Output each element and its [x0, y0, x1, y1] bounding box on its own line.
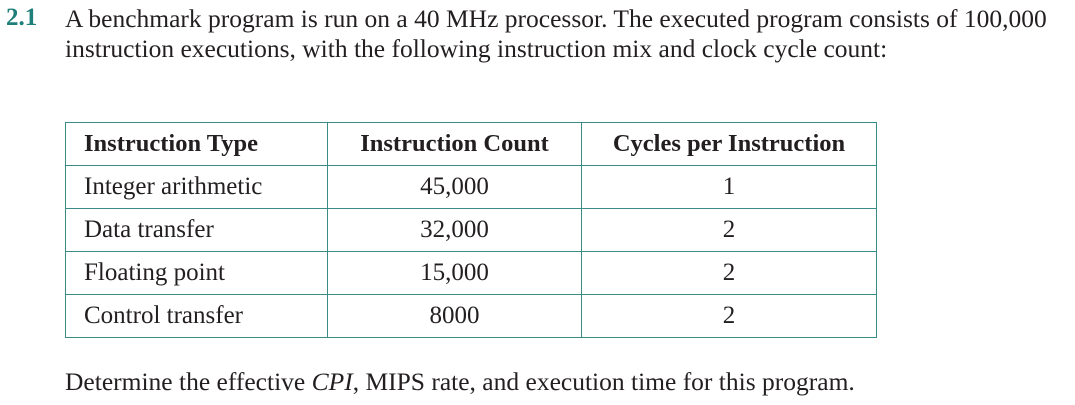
- cell-cycles: 2: [581, 208, 877, 252]
- instruction-mix-table: Instruction Type Instruction Count Cycle…: [65, 122, 877, 338]
- question-cpi-term: CPI: [311, 367, 353, 396]
- cell-instruction-type: Integer arithmetic: [65, 165, 328, 209]
- cell-cycles: 2: [581, 251, 877, 295]
- cell-instruction-type: Floating point: [65, 251, 328, 295]
- cell-instruction-count: 32,000: [327, 208, 582, 252]
- cell-cycles: 2: [581, 294, 877, 338]
- question-text: Determine the effective CPI, MIPS rate, …: [65, 367, 855, 397]
- cell-instruction-count: 8000: [327, 294, 582, 338]
- cell-cycles: 1: [581, 165, 877, 209]
- problem-statement: A benchmark program is run on a 40 MHz p…: [65, 4, 1047, 63]
- table-header-row: Instruction Type Instruction Count Cycle…: [65, 122, 877, 166]
- cell-instruction-type: Control transfer: [65, 294, 328, 338]
- cell-instruction-type: Data transfer: [65, 208, 328, 252]
- header-instruction-type: Instruction Type: [65, 122, 328, 166]
- table-row: Control transfer 8000 2: [65, 294, 877, 338]
- problem-number: 2.1: [6, 4, 38, 31]
- question-suffix: , MIPS rate, and execution time for this…: [352, 367, 855, 396]
- question-prefix: Determine the effective: [65, 367, 312, 396]
- header-cycles-per-instruction: Cycles per Instruction: [581, 122, 877, 166]
- header-instruction-count: Instruction Count: [327, 122, 582, 166]
- table-row: Integer arithmetic 45,000 1: [65, 165, 877, 209]
- cell-instruction-count: 45,000: [327, 165, 582, 209]
- table-row: Data transfer 32,000 2: [65, 208, 877, 252]
- cell-instruction-count: 15,000: [327, 251, 582, 295]
- table-row: Floating point 15,000 2: [65, 251, 877, 295]
